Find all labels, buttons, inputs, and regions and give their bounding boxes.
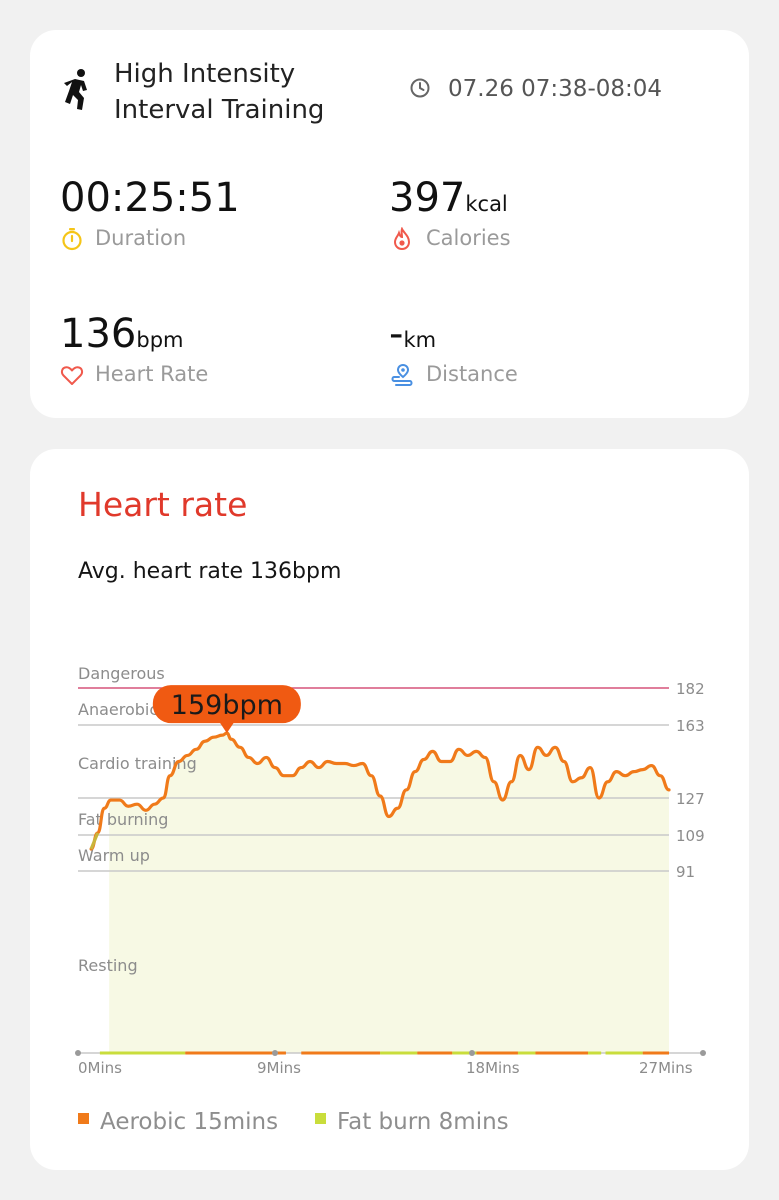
x-axis-tick-dot [272, 1050, 278, 1056]
duration-label: Duration [95, 226, 187, 250]
zone-label-fat-burning: Fat burning [78, 810, 168, 829]
heart-rate-label: Heart Rate [95, 362, 209, 386]
x-axis-tick-dot [75, 1050, 81, 1056]
workout-time-range: 07.26 07:38-08:04 [448, 76, 663, 102]
zone-label-dangerous: Dangerous [78, 664, 165, 683]
calories-label: Calories [426, 226, 511, 250]
heart-rate-card: Heart rate Avg. heart rate 136bpm 182 163… [30, 449, 749, 1170]
x-tick-label: 27Mins [639, 1059, 693, 1077]
heart-rate-line [89, 731, 671, 851]
y-tick-label: 127 [676, 790, 705, 808]
calories-value: 397kcal [389, 175, 508, 221]
peak-tooltip-label: 159bpm [171, 690, 283, 721]
duration-value: 00:25:51 [60, 175, 240, 221]
workout-title: High Intensity Interval Training [114, 59, 325, 125]
heart-rate-line-warmup-segment [89, 832, 100, 850]
heart-icon [60, 366, 84, 385]
heart-rate-area-fill [104, 733, 670, 1053]
heart-rate-chart[interactable]: 182 163 127 109 91 Dangerous Anaerobic Cardio t… [30, 449, 749, 1170]
peak-pointer [218, 721, 235, 734]
zone-label-cardio-training: Cardio training [78, 754, 197, 773]
x-axis-tick-dot [700, 1050, 706, 1056]
zone-label-warm-up: Warm up [78, 846, 150, 865]
heart-rate-value: 136bpm [60, 311, 184, 357]
zone-label-anaerobic: Anaerobic [78, 700, 158, 719]
location-pin-icon [391, 363, 413, 386]
y-tick-label: 109 [676, 827, 705, 845]
y-tick-label: 163 [676, 717, 705, 735]
zone-label-resting: Resting [78, 956, 138, 975]
aerobic-legend-label: Aerobic 15mins [100, 1109, 279, 1135]
workout-summary-card: High Intensity Interval Training 07.26 0… [30, 30, 749, 418]
running-person-icon [64, 69, 87, 110]
fat-burn-legend-swatch [315, 1113, 326, 1124]
stopwatch-icon [62, 228, 82, 251]
fat-burn-legend-label: Fat burn 8mins [337, 1109, 509, 1135]
aerobic-legend-swatch [78, 1113, 89, 1124]
flame-icon [393, 227, 411, 251]
average-heart-rate: Avg. heart rate 136bpm [78, 559, 342, 584]
x-tick-label: 0Mins [78, 1059, 122, 1077]
x-tick-label: 9Mins [257, 1059, 301, 1077]
heart-rate-title: Heart rate [78, 485, 248, 524]
distance-label: Distance [426, 362, 518, 386]
peak-tooltip-bubble[interactable] [152, 685, 301, 724]
x-tick-label: 18Mins [466, 1059, 520, 1077]
y-tick-label: 91 [676, 863, 695, 881]
distance-value: -km [389, 311, 437, 357]
clock-icon [410, 78, 430, 98]
y-tick-label: 182 [676, 680, 705, 698]
x-axis-tick-dot [469, 1050, 475, 1056]
